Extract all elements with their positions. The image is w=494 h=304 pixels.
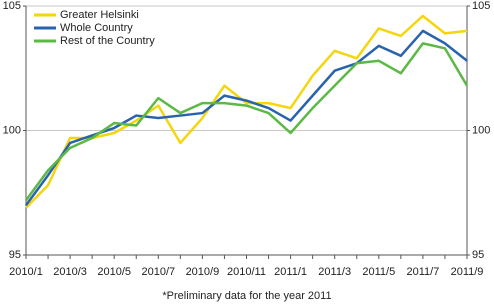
x-tick-label: 2011/1 <box>274 266 307 278</box>
y-tick-label: 100 <box>3 124 21 136</box>
series-line <box>24 29 468 206</box>
y-tick-label: 105 <box>3 0 21 12</box>
legend-label: Rest of the Country <box>60 35 155 47</box>
x-tick-label: 2010/9 <box>186 266 220 278</box>
x-tick-label: 2011/9 <box>451 266 484 278</box>
x-tick-label: 2010/3 <box>53 266 87 278</box>
y2-tick-label: 105 <box>472 0 490 12</box>
x-tick-label: 2011/3 <box>318 266 351 278</box>
legend-label: Greater Helsinki <box>60 9 139 21</box>
legend-label: Whole Country <box>60 22 133 34</box>
x-tick-label: 2010/11 <box>227 266 266 278</box>
y2-tick-label: 100 <box>472 124 490 136</box>
y-tick-label: 95 <box>9 249 21 261</box>
x-tick-label: 2011/5 <box>362 266 395 278</box>
series-line <box>24 42 469 201</box>
x-tick-label: 2010/5 <box>97 266 131 278</box>
x-tick-label: 2011/7 <box>406 266 439 278</box>
x-tick-label: 2010/1 <box>9 266 43 278</box>
footnote: *Preliminary data for the year 2011 <box>162 290 331 302</box>
series-line <box>25 14 468 209</box>
y2-tick-label: 95 <box>472 249 484 261</box>
x-tick-label: 2010/7 <box>141 266 175 278</box>
